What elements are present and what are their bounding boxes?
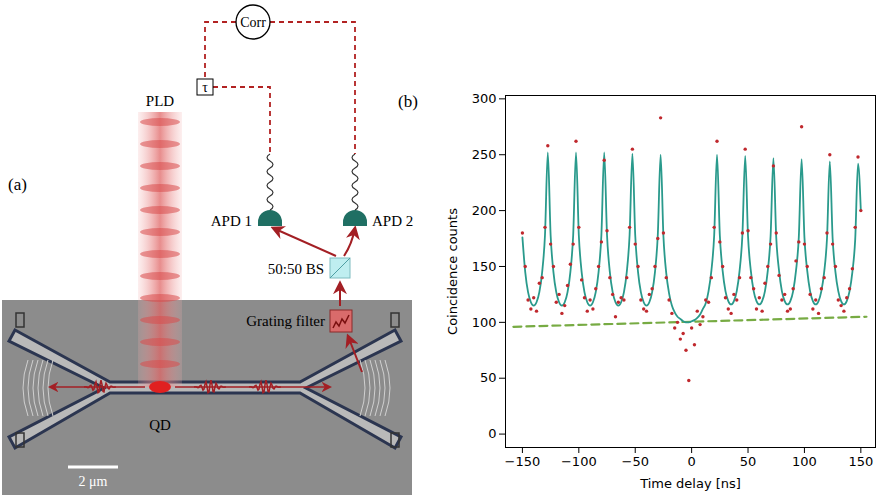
svg-text:−50: −50 <box>622 454 649 469</box>
svg-text:300: 300 <box>472 91 497 106</box>
svg-text:2 μm: 2 μm <box>79 474 108 489</box>
svg-text:APD 1: APD 1 <box>211 213 252 229</box>
svg-text:PLD: PLD <box>146 93 175 109</box>
svg-text:0: 0 <box>687 454 695 469</box>
svg-text:100: 100 <box>472 315 497 330</box>
svg-text:50: 50 <box>740 454 757 469</box>
svg-text:0: 0 <box>488 426 496 441</box>
svg-text:200: 200 <box>472 203 497 218</box>
svg-text:50: 50 <box>480 370 497 385</box>
svg-text:Time delay [ns]: Time delay [ns] <box>639 476 741 491</box>
svg-text:Grating filter: Grating filter <box>246 313 325 329</box>
svg-text:APD 2: APD 2 <box>372 213 413 229</box>
svg-text:50:50 BS: 50:50 BS <box>268 261 324 277</box>
svg-text:Coincidence counts: Coincidence counts <box>445 208 460 335</box>
svg-text:100: 100 <box>792 454 817 469</box>
svg-text:QD: QD <box>149 417 171 433</box>
svg-text:−150: −150 <box>505 454 541 469</box>
svg-text:250: 250 <box>472 147 497 162</box>
svg-text:150: 150 <box>472 259 497 274</box>
svg-text:Corr: Corr <box>240 15 266 30</box>
html-text:(b): (b) <box>398 92 418 111</box>
svg-text:150: 150 <box>848 454 873 469</box>
svg-text:τ: τ <box>202 80 208 95</box>
svg-text:−100: −100 <box>561 454 597 469</box>
svg-text:(a): (a) <box>8 175 27 194</box>
